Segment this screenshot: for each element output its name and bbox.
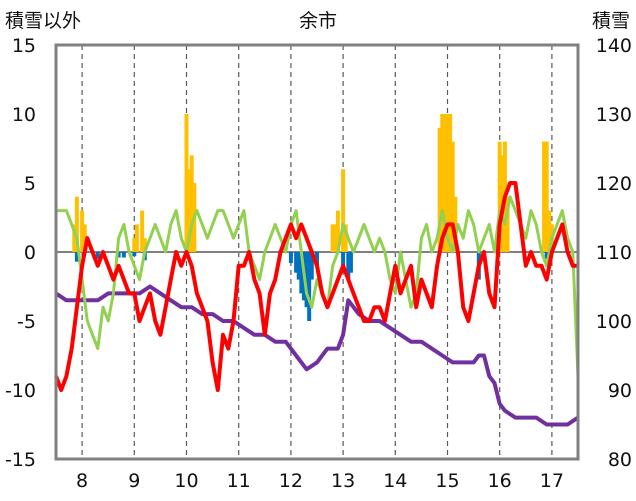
bar (116, 252, 121, 258)
x-tick-label: 8 (76, 470, 88, 492)
bar (440, 114, 445, 252)
x-tick-label: 13 (331, 470, 355, 492)
series-line-green (56, 195, 580, 377)
bar (437, 127, 442, 252)
bar (442, 114, 447, 252)
left-tick-labels: 15 10 5 0 -5 -10 -15 (5, 35, 36, 471)
x-tick-label: 11 (227, 470, 251, 492)
bar (288, 252, 293, 264)
bar (330, 224, 335, 252)
bar (335, 210, 340, 252)
x-tick-labels: 8 9 10 11 12 13 14 15 16 17 (76, 470, 564, 492)
bar (80, 210, 85, 252)
bar (341, 169, 346, 252)
bar (132, 252, 137, 257)
bar (121, 252, 126, 258)
x-tick-label: 14 (383, 470, 407, 492)
right-tick-labels: 140 130 120 110 100 90 80 (596, 35, 632, 471)
left-tick-label: 10 (12, 104, 36, 126)
bar (542, 141, 547, 252)
right-tick-label: 120 (596, 173, 632, 195)
series-line-red (54, 181, 578, 392)
plot-frame (54, 43, 580, 461)
bar (304, 252, 309, 308)
bar (450, 141, 455, 252)
bar (497, 141, 502, 252)
bar (95, 252, 100, 259)
bar (333, 224, 338, 252)
right-tick-label: 100 (596, 311, 632, 333)
bar (132, 238, 137, 252)
right-tick-label: 110 (596, 242, 632, 264)
bar (294, 252, 299, 273)
left-axis-title: 積雪以外 (5, 10, 81, 32)
bar (82, 224, 87, 252)
bar (547, 210, 552, 252)
bar (296, 252, 301, 280)
x-tick-label: 17 (540, 470, 564, 492)
bar (184, 114, 189, 252)
bar (445, 114, 450, 252)
bar (142, 238, 147, 252)
x-tick-label: 12 (279, 470, 303, 492)
lines-layer (54, 181, 580, 427)
left-tick-label: 15 (12, 35, 36, 57)
bar (315, 252, 319, 266)
left-tick-label: -10 (5, 380, 36, 402)
bar (187, 169, 192, 252)
x-tick-label: 9 (128, 470, 140, 492)
bar (341, 252, 346, 266)
bar (544, 252, 549, 259)
bar (74, 196, 79, 252)
left-tick-label: 0 (24, 242, 36, 264)
left-tick-label: -15 (5, 449, 36, 471)
left-tick-label: 5 (24, 173, 36, 195)
right-tick-label: 90 (608, 380, 632, 402)
bar (307, 252, 312, 321)
x-tick-label: 15 (435, 470, 459, 492)
x-tick-label: 10 (174, 470, 198, 492)
bar (72, 224, 77, 252)
bar (505, 196, 510, 252)
bar (544, 141, 549, 252)
right-tick-label: 140 (596, 35, 632, 57)
bar (343, 224, 348, 252)
bar (348, 252, 353, 273)
right-axis-title: 積雪 (592, 10, 630, 32)
bar (140, 210, 145, 252)
right-tick-label: 130 (596, 104, 632, 126)
chart-title: 余市 (299, 10, 337, 32)
bar (299, 252, 304, 294)
right-tick-label: 80 (608, 449, 632, 471)
bar (448, 114, 453, 252)
bar (134, 224, 139, 252)
bar (346, 252, 351, 280)
series-line-purple (54, 284, 580, 427)
bar (453, 196, 458, 252)
x-tick-label: 16 (488, 470, 512, 492)
bar (309, 252, 314, 280)
bar (74, 252, 79, 262)
left-tick-label: -5 (17, 311, 36, 333)
bar (189, 155, 194, 252)
